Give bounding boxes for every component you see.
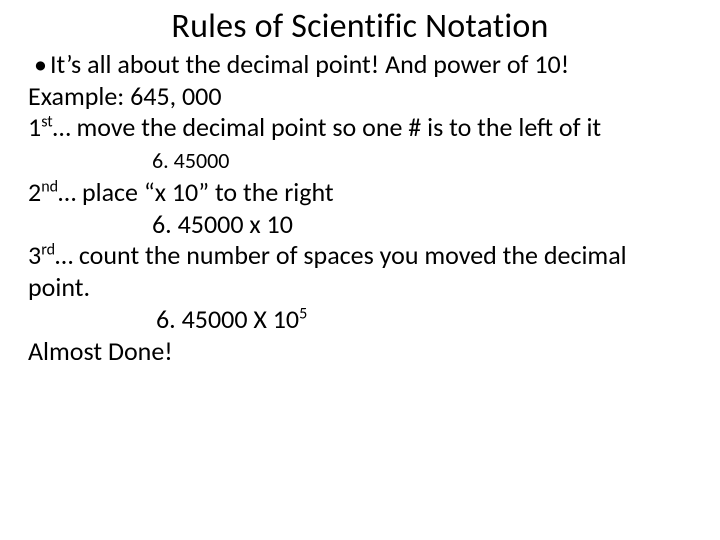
step-3-value-pre: 6. 45000 X 10: [156, 303, 299, 335]
bullet-item: • It’s all about the decimal point! And …: [28, 49, 692, 81]
step-1-ordinal-num: 1: [28, 111, 41, 143]
step-1: 1st… move the decimal point so one # is …: [28, 112, 692, 144]
step-1-ordinal-suffix: st: [41, 113, 53, 132]
step-3-ordinal-num: 3: [28, 239, 41, 271]
step-3-value: 6. 45000 X 105: [28, 304, 692, 336]
step-3-ordinal-suffix: rd: [41, 241, 55, 260]
bullet-text: It’s all about the decimal point! And po…: [50, 49, 692, 81]
slide-body: • It’s all about the decimal point! And …: [28, 49, 692, 367]
step-1-text: … move the decimal point so one # is to …: [53, 111, 601, 143]
slide: Rules of Scientific Notation • It’s all …: [0, 0, 720, 540]
step-2-text: … place “x 10” to the right: [58, 176, 333, 208]
step-1-value: 6. 45000: [28, 148, 692, 175]
step-3: 3rd… count the number of spaces you move…: [28, 240, 692, 303]
step-2: 2nd… place “x 10” to the right: [28, 177, 692, 209]
bullet-dot-icon: •: [28, 49, 50, 81]
step-2-ordinal-num: 2: [28, 176, 41, 208]
step-3-value-exponent: 5: [299, 304, 307, 323]
step-3-text: … count the number of spaces you moved t…: [28, 239, 627, 303]
example-line: Example: 645, 000: [28, 81, 692, 113]
almost-done: Almost Done!: [28, 336, 692, 368]
step-2-value: 6. 45000 x 10: [28, 209, 692, 241]
step-2-ordinal-suffix: nd: [41, 177, 58, 196]
slide-title: Rules of Scientific Notation: [28, 6, 692, 47]
